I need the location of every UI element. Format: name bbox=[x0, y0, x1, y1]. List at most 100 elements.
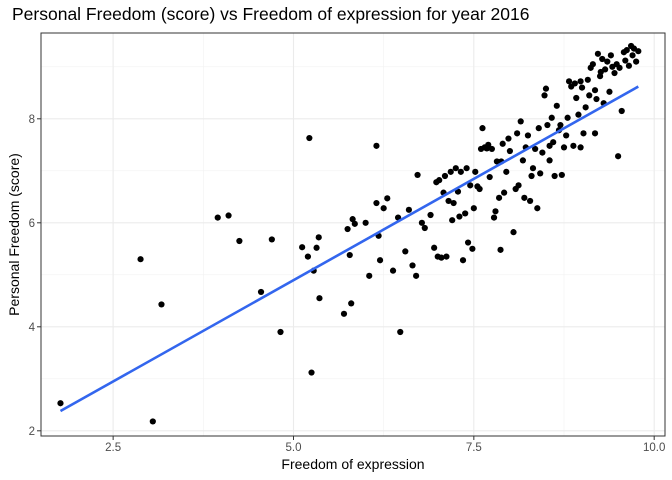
y-tick-label: 2 bbox=[29, 426, 35, 438]
data-point bbox=[346, 251, 353, 259]
data-point bbox=[414, 171, 421, 179]
data-point bbox=[149, 418, 156, 425]
data-point bbox=[589, 61, 596, 68]
data-point bbox=[604, 58, 611, 65]
y-tick-label: 6 bbox=[29, 218, 35, 230]
data-point bbox=[340, 310, 348, 317]
data-point bbox=[447, 168, 454, 175]
data-point bbox=[421, 224, 428, 232]
data-point bbox=[376, 257, 384, 264]
data-point bbox=[384, 195, 391, 202]
data-point bbox=[137, 256, 144, 263]
x-axis-title: Freedom of expression bbox=[281, 456, 424, 472]
data-point bbox=[463, 165, 470, 172]
data-point bbox=[519, 157, 526, 164]
data-point bbox=[450, 199, 457, 207]
data-point bbox=[532, 145, 539, 153]
data-point bbox=[597, 68, 604, 76]
data-point bbox=[591, 87, 599, 94]
data-point bbox=[577, 144, 584, 151]
data-point bbox=[470, 205, 477, 212]
data-point bbox=[397, 328, 404, 336]
data-point bbox=[441, 172, 449, 180]
data-point bbox=[521, 194, 528, 201]
data-point bbox=[268, 236, 275, 243]
data-point bbox=[537, 170, 544, 177]
x-tick-label: 5.0 bbox=[285, 442, 301, 454]
y-tick-label: 4 bbox=[29, 322, 36, 334]
data-point bbox=[277, 328, 284, 336]
data-point bbox=[349, 216, 356, 223]
data-point bbox=[514, 130, 521, 137]
data-point bbox=[625, 62, 633, 69]
data-point bbox=[380, 205, 387, 212]
data-point bbox=[452, 165, 459, 172]
data-point bbox=[459, 257, 467, 264]
x-axis-ticks: 2.5 5.0 7.5 10.0 bbox=[105, 436, 665, 454]
data-point bbox=[158, 301, 165, 308]
data-point bbox=[616, 64, 623, 71]
data-point bbox=[344, 225, 351, 233]
data-point bbox=[418, 219, 425, 226]
data-point bbox=[527, 197, 534, 205]
data-point bbox=[373, 142, 380, 149]
chart-title: Personal Freedom (score) vs Freedom of e… bbox=[12, 4, 529, 24]
data-point bbox=[558, 171, 565, 179]
data-point bbox=[488, 145, 495, 153]
data-point bbox=[578, 84, 586, 91]
data-point bbox=[469, 245, 476, 252]
data-point bbox=[492, 208, 499, 215]
data-point bbox=[577, 78, 584, 85]
data-point bbox=[472, 168, 479, 175]
data-point bbox=[505, 135, 512, 142]
data-point bbox=[551, 172, 558, 180]
data-point bbox=[351, 220, 358, 227]
data-point bbox=[563, 132, 570, 139]
x-tick-label: 10.0 bbox=[643, 442, 665, 454]
data-point bbox=[409, 262, 416, 269]
data-point bbox=[573, 94, 580, 102]
data-point bbox=[594, 50, 602, 57]
data-point bbox=[427, 211, 434, 219]
data-point bbox=[623, 47, 630, 54]
data-point bbox=[476, 185, 483, 193]
data-point bbox=[618, 107, 625, 115]
data-point bbox=[535, 125, 542, 132]
data-point bbox=[510, 229, 517, 236]
data-point bbox=[524, 132, 532, 139]
data-point bbox=[57, 400, 64, 407]
data-point bbox=[486, 173, 493, 181]
data-point bbox=[366, 272, 373, 279]
data-point bbox=[506, 147, 514, 155]
data-point bbox=[443, 253, 450, 260]
data-point bbox=[580, 130, 587, 137]
data-point bbox=[313, 244, 320, 251]
data-point bbox=[389, 267, 397, 274]
data-point bbox=[584, 76, 591, 83]
data-point bbox=[299, 244, 306, 251]
data-point bbox=[611, 69, 618, 77]
data-point bbox=[413, 272, 420, 279]
data-point bbox=[582, 104, 589, 111]
data-point bbox=[495, 194, 503, 201]
x-tick-label: 7.5 bbox=[466, 442, 482, 454]
data-point bbox=[565, 78, 573, 85]
data-point bbox=[438, 254, 445, 261]
data-point bbox=[456, 213, 463, 220]
data-point bbox=[445, 197, 452, 205]
plot-panel bbox=[41, 33, 665, 436]
data-point bbox=[402, 248, 409, 255]
data-point bbox=[593, 95, 600, 103]
data-point bbox=[479, 125, 486, 132]
data-point bbox=[517, 118, 524, 125]
data-point bbox=[462, 210, 469, 217]
data-point bbox=[308, 369, 315, 376]
data-point bbox=[467, 182, 474, 189]
x-tick-label: 2.5 bbox=[105, 442, 121, 454]
y-tick-label: 8 bbox=[29, 114, 35, 126]
data-point bbox=[560, 144, 568, 151]
data-point bbox=[633, 58, 640, 65]
data-point bbox=[586, 92, 593, 99]
data-point bbox=[591, 130, 599, 137]
data-point bbox=[431, 244, 438, 251]
